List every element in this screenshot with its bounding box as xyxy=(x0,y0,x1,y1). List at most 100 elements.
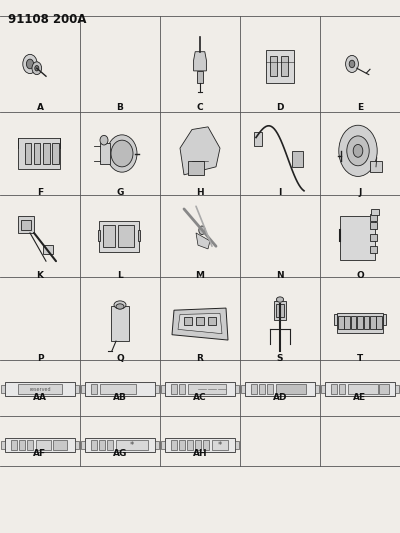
FancyBboxPatch shape xyxy=(52,143,59,164)
Circle shape xyxy=(349,60,355,68)
FancyBboxPatch shape xyxy=(276,384,306,394)
FancyBboxPatch shape xyxy=(100,384,136,394)
FancyBboxPatch shape xyxy=(179,384,185,394)
Text: AC: AC xyxy=(193,393,207,402)
Text: R: R xyxy=(196,354,204,363)
Text: M: M xyxy=(196,271,204,280)
FancyBboxPatch shape xyxy=(36,440,51,450)
FancyBboxPatch shape xyxy=(370,234,377,241)
Text: P: P xyxy=(37,354,43,363)
FancyBboxPatch shape xyxy=(91,384,97,394)
FancyBboxPatch shape xyxy=(19,440,25,450)
Text: C: C xyxy=(197,103,203,112)
Circle shape xyxy=(347,136,369,166)
FancyBboxPatch shape xyxy=(364,316,369,329)
Text: I: I xyxy=(278,188,282,197)
FancyBboxPatch shape xyxy=(188,384,226,394)
FancyBboxPatch shape xyxy=(292,151,303,167)
FancyBboxPatch shape xyxy=(1,441,5,449)
FancyBboxPatch shape xyxy=(338,316,344,329)
FancyBboxPatch shape xyxy=(370,161,382,172)
Polygon shape xyxy=(172,308,228,340)
FancyBboxPatch shape xyxy=(85,382,155,396)
Circle shape xyxy=(23,54,37,74)
Text: AE: AE xyxy=(354,393,366,402)
FancyBboxPatch shape xyxy=(340,216,375,260)
FancyBboxPatch shape xyxy=(270,56,277,76)
FancyBboxPatch shape xyxy=(351,316,356,329)
FancyBboxPatch shape xyxy=(27,440,33,450)
FancyBboxPatch shape xyxy=(107,440,113,450)
Text: *: * xyxy=(130,441,134,449)
Circle shape xyxy=(199,226,205,235)
FancyBboxPatch shape xyxy=(165,438,235,452)
FancyBboxPatch shape xyxy=(370,222,377,229)
FancyBboxPatch shape xyxy=(339,384,345,394)
FancyBboxPatch shape xyxy=(165,382,235,396)
FancyBboxPatch shape xyxy=(315,385,319,393)
FancyBboxPatch shape xyxy=(334,314,337,325)
Text: O: O xyxy=(356,271,364,280)
FancyBboxPatch shape xyxy=(91,440,97,450)
FancyBboxPatch shape xyxy=(184,317,192,325)
Ellipse shape xyxy=(276,297,284,302)
Text: AG: AG xyxy=(113,449,127,458)
Text: AB: AB xyxy=(113,393,127,402)
FancyBboxPatch shape xyxy=(18,216,34,233)
FancyBboxPatch shape xyxy=(370,246,377,253)
Text: K: K xyxy=(36,271,44,280)
Text: G: G xyxy=(116,188,124,197)
Text: N: N xyxy=(276,271,284,280)
FancyBboxPatch shape xyxy=(344,316,350,329)
FancyBboxPatch shape xyxy=(267,384,273,394)
FancyBboxPatch shape xyxy=(235,385,239,393)
Circle shape xyxy=(35,66,39,71)
Text: E: E xyxy=(357,103,363,112)
FancyBboxPatch shape xyxy=(245,382,315,396)
FancyBboxPatch shape xyxy=(370,214,377,221)
FancyBboxPatch shape xyxy=(116,440,148,450)
Text: AD: AD xyxy=(273,393,287,402)
FancyBboxPatch shape xyxy=(370,316,376,329)
FancyBboxPatch shape xyxy=(118,225,134,247)
Text: Q: Q xyxy=(116,354,124,363)
FancyBboxPatch shape xyxy=(195,440,201,450)
FancyBboxPatch shape xyxy=(376,316,382,329)
FancyBboxPatch shape xyxy=(161,441,165,449)
FancyBboxPatch shape xyxy=(208,317,216,325)
Text: T: T xyxy=(357,354,363,363)
FancyBboxPatch shape xyxy=(196,317,204,325)
Circle shape xyxy=(339,125,377,176)
FancyBboxPatch shape xyxy=(111,306,129,341)
FancyBboxPatch shape xyxy=(138,230,140,241)
FancyBboxPatch shape xyxy=(259,384,265,394)
FancyBboxPatch shape xyxy=(235,441,239,449)
FancyBboxPatch shape xyxy=(34,143,40,164)
FancyBboxPatch shape xyxy=(276,304,284,317)
Circle shape xyxy=(32,62,42,75)
Text: L: L xyxy=(117,271,123,280)
FancyBboxPatch shape xyxy=(348,384,378,394)
FancyBboxPatch shape xyxy=(212,440,228,450)
FancyBboxPatch shape xyxy=(251,384,257,394)
FancyBboxPatch shape xyxy=(53,440,67,450)
FancyBboxPatch shape xyxy=(188,161,204,175)
FancyBboxPatch shape xyxy=(75,385,79,393)
FancyBboxPatch shape xyxy=(281,56,288,76)
FancyBboxPatch shape xyxy=(81,441,85,449)
FancyBboxPatch shape xyxy=(100,143,110,164)
FancyBboxPatch shape xyxy=(43,245,53,254)
Ellipse shape xyxy=(107,135,137,172)
FancyBboxPatch shape xyxy=(18,384,62,394)
FancyBboxPatch shape xyxy=(357,316,363,329)
FancyBboxPatch shape xyxy=(103,225,115,247)
FancyBboxPatch shape xyxy=(1,385,5,393)
FancyBboxPatch shape xyxy=(5,382,75,396)
FancyBboxPatch shape xyxy=(395,385,399,393)
FancyBboxPatch shape xyxy=(99,221,139,252)
FancyBboxPatch shape xyxy=(179,440,185,450)
FancyBboxPatch shape xyxy=(75,441,79,449)
FancyBboxPatch shape xyxy=(98,230,100,241)
Circle shape xyxy=(26,59,34,69)
FancyBboxPatch shape xyxy=(266,50,294,83)
